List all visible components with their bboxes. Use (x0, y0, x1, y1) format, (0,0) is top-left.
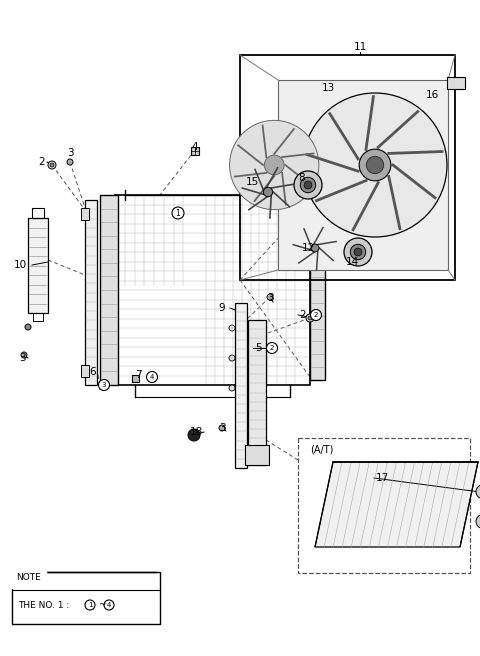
Bar (240, 55, 455, 280)
Circle shape (229, 385, 235, 391)
Circle shape (366, 156, 384, 174)
Circle shape (85, 600, 95, 610)
Text: 5: 5 (255, 343, 261, 353)
Text: 2: 2 (300, 310, 306, 320)
Circle shape (104, 600, 114, 610)
Bar (191, 147, 199, 155)
Circle shape (188, 429, 200, 441)
Polygon shape (315, 462, 478, 547)
Bar (100, 195, 118, 385)
Text: 13: 13 (322, 83, 335, 93)
Text: 1: 1 (88, 602, 92, 608)
Circle shape (311, 244, 319, 252)
Circle shape (294, 171, 322, 199)
Text: 10: 10 (13, 260, 26, 270)
Circle shape (476, 514, 480, 529)
Bar (28, 218, 48, 313)
Text: 8: 8 (299, 173, 305, 183)
Circle shape (25, 324, 31, 330)
Bar (132, 375, 139, 382)
Text: 17: 17 (375, 473, 389, 483)
Text: 4: 4 (150, 374, 154, 380)
Bar (447, 77, 465, 89)
Text: 6: 6 (90, 367, 96, 377)
Circle shape (306, 314, 314, 322)
Circle shape (354, 248, 362, 256)
Bar (33, 313, 43, 321)
Bar (235, 303, 247, 468)
Text: ~: ~ (98, 600, 106, 609)
Circle shape (67, 159, 73, 165)
Circle shape (303, 93, 447, 237)
Text: 4: 4 (107, 602, 111, 608)
Circle shape (266, 342, 277, 354)
Circle shape (229, 325, 235, 331)
Text: 3: 3 (19, 353, 25, 363)
Text: 14: 14 (346, 257, 359, 267)
Circle shape (98, 380, 109, 390)
Bar (248, 320, 266, 465)
Bar (85, 200, 97, 385)
Text: 3: 3 (267, 293, 273, 303)
Circle shape (229, 355, 235, 361)
Circle shape (264, 155, 284, 174)
Bar (81, 365, 89, 377)
Bar (278, 80, 448, 270)
Circle shape (264, 188, 273, 197)
Bar (245, 445, 269, 465)
Polygon shape (460, 462, 478, 547)
Text: 16: 16 (425, 90, 439, 100)
Bar (32, 208, 44, 218)
Text: 2: 2 (270, 345, 274, 351)
Text: 2: 2 (39, 157, 45, 167)
Circle shape (229, 120, 319, 210)
Text: 3: 3 (102, 382, 106, 388)
Polygon shape (315, 462, 333, 547)
Text: 12: 12 (301, 243, 314, 253)
Text: 15: 15 (245, 177, 259, 187)
Text: 3: 3 (67, 148, 73, 158)
Text: 4: 4 (192, 142, 198, 152)
Circle shape (350, 244, 366, 260)
Circle shape (359, 149, 391, 181)
Circle shape (308, 316, 312, 320)
Circle shape (219, 425, 225, 431)
Text: (A/T): (A/T) (310, 445, 334, 455)
Circle shape (267, 294, 273, 300)
Circle shape (21, 352, 27, 358)
Bar (115, 195, 310, 385)
Circle shape (50, 163, 54, 167)
Text: 7: 7 (135, 370, 141, 380)
Text: NOTE: NOTE (20, 577, 45, 586)
Circle shape (311, 310, 322, 321)
Circle shape (48, 161, 56, 169)
Text: 9: 9 (219, 303, 225, 313)
Text: 1: 1 (176, 209, 180, 218)
Bar (81, 208, 89, 220)
Text: 2: 2 (314, 312, 318, 318)
Text: 18: 18 (190, 427, 203, 437)
Circle shape (344, 238, 372, 266)
Circle shape (146, 371, 157, 382)
Text: THE NO. 1 :: THE NO. 1 : (18, 600, 72, 609)
Circle shape (300, 177, 316, 193)
Circle shape (172, 207, 184, 219)
Circle shape (476, 485, 480, 499)
Circle shape (304, 181, 312, 189)
Bar (298, 438, 470, 573)
Text: NOTE: NOTE (16, 573, 41, 582)
Text: 11: 11 (353, 42, 367, 52)
Text: 3: 3 (219, 423, 225, 433)
Bar (310, 200, 325, 380)
Bar (12, 572, 160, 624)
